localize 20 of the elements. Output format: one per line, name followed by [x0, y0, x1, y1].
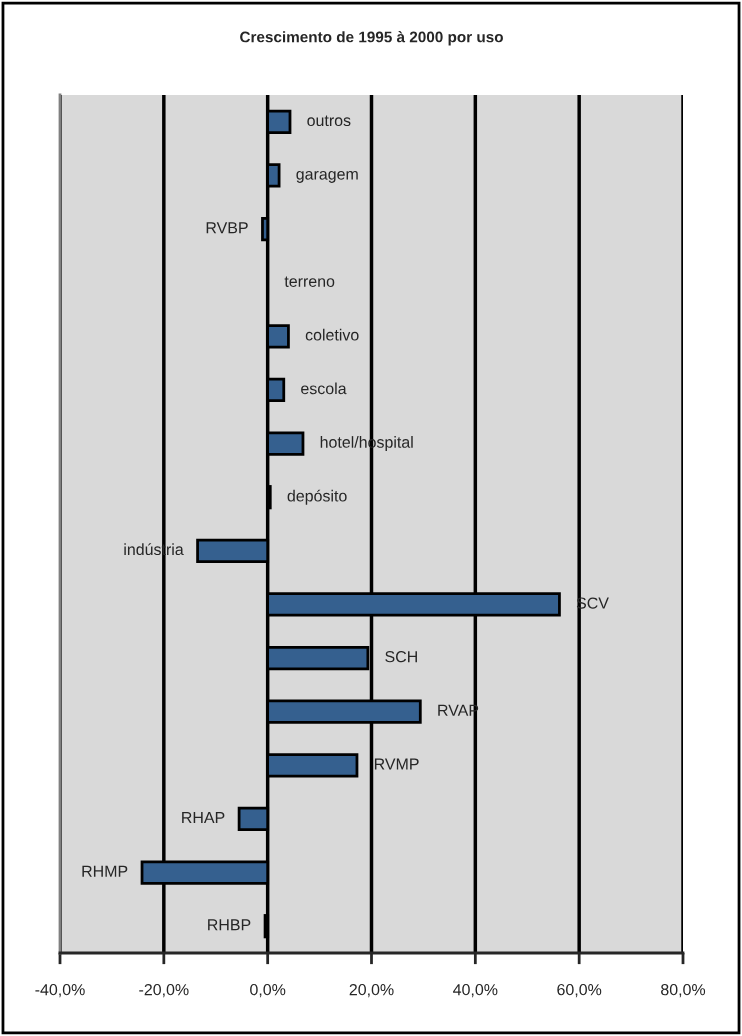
- x-tick-label: 20,0%: [349, 983, 394, 998]
- y-tick-label: RHBP: [208, 919, 251, 931]
- y-tick-label: escola: [301, 382, 347, 395]
- x-tick-label: -20,0%: [139, 983, 189, 998]
- x-tick-label: 0,0%: [250, 983, 286, 998]
- x-tick-label: -40,0%: [35, 983, 85, 998]
- y-tick-label: garagem: [296, 170, 358, 183]
- chart-title: Crescimento de 1995 à 2000 por uso: [240, 31, 503, 46]
- y-tick-label: RVBP: [206, 222, 248, 234]
- y-tick-label: SCH: [385, 651, 417, 663]
- y-tick-label: coletivo: [305, 328, 359, 341]
- x-tick-label: 60,0%: [557, 983, 602, 998]
- y-tick-label: terreno: [284, 276, 335, 287]
- y-tick-label: RHMP: [82, 865, 128, 877]
- x-tick-label: 40,0%: [453, 983, 498, 998]
- y-tick-label: RVMP: [374, 758, 419, 770]
- y-tick-label: outros: [307, 115, 351, 127]
- y-tick-label: depósito: [287, 489, 347, 505]
- x-tick-label: 80,0%: [661, 983, 706, 998]
- y-tick-label: RHAP: [182, 812, 225, 824]
